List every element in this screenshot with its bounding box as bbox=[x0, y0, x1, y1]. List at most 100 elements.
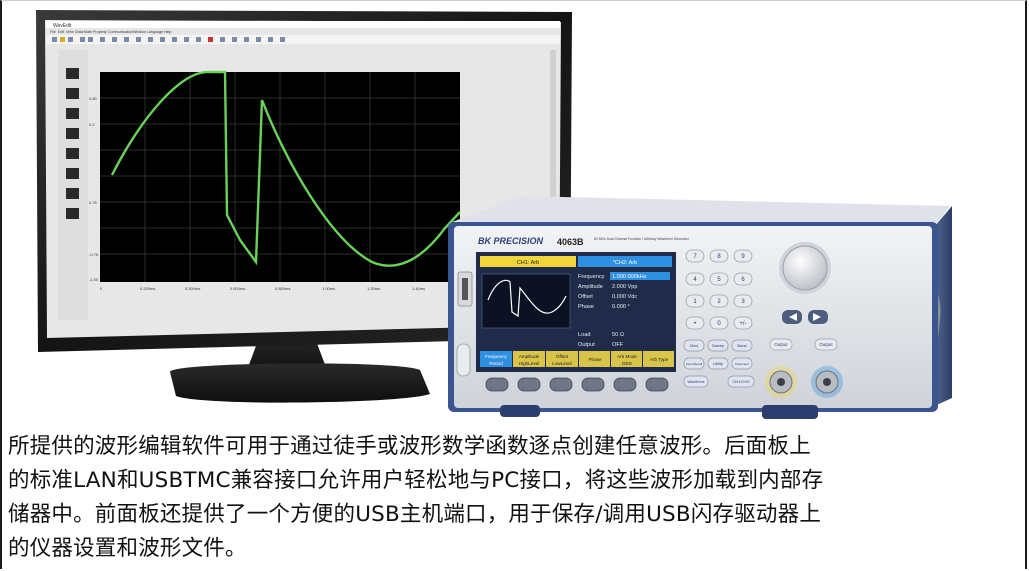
svg-text:•: • bbox=[694, 321, 696, 327]
svg-text:Store/Recall: Store/Recall bbox=[686, 362, 703, 366]
brand-logo: BK PRECISION bbox=[478, 236, 544, 246]
ch2-output-button[interactable] bbox=[814, 338, 838, 351]
key-0[interactable] bbox=[709, 316, 729, 330]
y-tick-labels: 0.80 0.2 0.75 -0.75 -1.00 bbox=[89, 96, 99, 282]
softkey-1-button[interactable] bbox=[485, 377, 509, 392]
ch2-tab-label: *CH2: Arb bbox=[613, 260, 637, 266]
svg-text:2: 2 bbox=[717, 299, 721, 305]
key-7[interactable] bbox=[685, 249, 705, 263]
svg-text:0.200ms: 0.200ms bbox=[140, 286, 155, 291]
menu-communication[interactable]: Communication bbox=[108, 30, 133, 34]
output-label: Output bbox=[578, 342, 595, 348]
x-tick-labels: 0 0.200ms 0.300ms 0.600ms 0.800ms 1.00ms… bbox=[100, 286, 425, 291]
softkey-2-button[interactable] bbox=[517, 377, 541, 392]
svg-text:0.75: 0.75 bbox=[89, 200, 98, 205]
waveforms-button[interactable] bbox=[683, 375, 709, 388]
rotary-knob[interactable] bbox=[782, 245, 828, 291]
menu-help[interactable]: Help bbox=[164, 30, 171, 34]
ch2-tab[interactable] bbox=[578, 256, 672, 267]
key-3[interactable] bbox=[733, 294, 753, 308]
svg-text:Output: Output bbox=[774, 342, 788, 347]
menu-draw[interactable]: Draw bbox=[75, 30, 84, 34]
softkey-6-button[interactable] bbox=[645, 377, 669, 392]
softkey-label-arb-type bbox=[643, 351, 674, 367]
svg-text:Phase: Phase bbox=[588, 357, 601, 362]
model-number: 4063B bbox=[557, 237, 584, 247]
param-frequency-highlight[interactable] bbox=[610, 272, 670, 280]
product-description: 所提供的波形编辑软件可用于通过徒手或波形数学函数逐点创建任意波形。后面板上 的标… bbox=[8, 430, 1018, 566]
svg-text:0.300ms: 0.300ms bbox=[185, 286, 200, 291]
key-8[interactable] bbox=[709, 249, 729, 263]
lcd-waveform-preview bbox=[481, 273, 571, 329]
burst-button[interactable] bbox=[731, 339, 753, 352]
softkey-5-button[interactable] bbox=[613, 377, 637, 392]
key-4[interactable] bbox=[685, 272, 705, 286]
key-plus-minus[interactable] bbox=[733, 316, 753, 330]
svg-text:Arb Type: Arb Type bbox=[650, 357, 669, 362]
svg-text:LowLevel: LowLevel bbox=[552, 361, 571, 366]
menu-property[interactable]: Property bbox=[93, 30, 107, 34]
menu-math[interactable]: Math bbox=[84, 30, 92, 34]
key-decimal[interactable] bbox=[685, 316, 705, 330]
key-6[interactable] bbox=[733, 272, 753, 286]
svg-text:0.80: 0.80 bbox=[89, 96, 98, 101]
mod-button[interactable] bbox=[683, 339, 705, 352]
softkey-3-button[interactable] bbox=[549, 377, 573, 392]
svg-text:1.00ms: 1.00ms bbox=[322, 286, 335, 291]
svg-text:Arb Mode: Arb Mode bbox=[617, 354, 637, 359]
svg-text:+/-: +/- bbox=[739, 321, 746, 327]
function-generator: BK PRECISION 4063B 80 MHz Dual Channel F… bbox=[448, 196, 952, 419]
sweep-button[interactable] bbox=[707, 339, 729, 352]
key-9[interactable] bbox=[733, 249, 753, 263]
product-photo: WavEdit File Edit View Draw Math Propert… bbox=[36, 10, 952, 419]
param-amplitude-value: 2.000 Vpp bbox=[612, 284, 638, 290]
foot-left bbox=[500, 405, 540, 417]
app-scrollbar[interactable] bbox=[550, 50, 556, 318]
menu-view[interactable]: View bbox=[66, 30, 74, 34]
monitor-base bbox=[170, 363, 430, 403]
caption-line-2: 的标准LAN和USBTMC兼容接口允许用户轻松地与PC接口，将这些波形加载到内部… bbox=[8, 468, 824, 493]
parameter-button[interactable] bbox=[731, 357, 753, 370]
svg-text:1.40ms: 1.40ms bbox=[412, 286, 425, 291]
svg-text:1.20ms: 1.20ms bbox=[367, 286, 380, 291]
softkey-4-button[interactable] bbox=[581, 377, 605, 392]
usb-icon bbox=[462, 278, 468, 300]
toolbar-icons[interactable] bbox=[52, 37, 285, 42]
key-5[interactable] bbox=[709, 272, 729, 286]
menu-file[interactable]: File bbox=[50, 30, 56, 34]
param-offset-value: 0.000 Vdc bbox=[612, 294, 637, 300]
foot-right bbox=[762, 405, 818, 419]
svg-text:4: 4 bbox=[693, 277, 697, 283]
svg-text:Sweep: Sweep bbox=[712, 343, 725, 348]
svg-text:6: 6 bbox=[741, 277, 745, 283]
waveform-tool-buttons[interactable] bbox=[66, 68, 79, 219]
svg-text:3: 3 bbox=[741, 299, 745, 305]
ch1-ch2-button[interactable] bbox=[727, 375, 755, 388]
model-subtitle: 80 MHz Dual Channel Function / Arbitrary… bbox=[594, 237, 690, 241]
svg-text:-1.00: -1.00 bbox=[89, 277, 99, 282]
menu-edit[interactable]: Edit bbox=[58, 30, 64, 34]
waveform-trace bbox=[110, 70, 461, 267]
lcd-waveform-trace bbox=[487, 279, 567, 318]
ch1-output-button[interactable] bbox=[769, 338, 793, 351]
store-recall-button[interactable] bbox=[683, 357, 705, 370]
utility-button[interactable] bbox=[707, 357, 729, 370]
menu-language[interactable]: Language bbox=[147, 30, 163, 34]
key-2[interactable] bbox=[709, 294, 729, 308]
param-amplitude-label: Amplitude bbox=[578, 284, 603, 290]
svg-text:Parameter: Parameter bbox=[735, 362, 749, 366]
power-button[interactable] bbox=[456, 343, 471, 377]
caption-line-4: 的仪器设置和波形文件。 bbox=[8, 536, 247, 561]
app-menubar: File Edit View Draw Math Property Commun… bbox=[50, 30, 171, 34]
caption-line-1: 所提供的波形编辑软件可用于通过徒手或波形数学函数逐点创建任意波形。后面板上 bbox=[8, 434, 811, 459]
load-label: Load bbox=[578, 332, 590, 338]
menu-window[interactable]: Window bbox=[133, 30, 146, 34]
key-1[interactable] bbox=[685, 294, 705, 308]
softkey-label-amplitude bbox=[513, 351, 545, 367]
app-titlebar bbox=[46, 21, 560, 28]
param-frequency-value: 1.000 000kHz bbox=[612, 274, 647, 280]
svg-text:Waveforms: Waveforms bbox=[687, 380, 704, 384]
svg-text:0: 0 bbox=[717, 321, 721, 327]
ch1-tab[interactable] bbox=[480, 256, 576, 267]
plot-gridlines bbox=[100, 72, 460, 282]
